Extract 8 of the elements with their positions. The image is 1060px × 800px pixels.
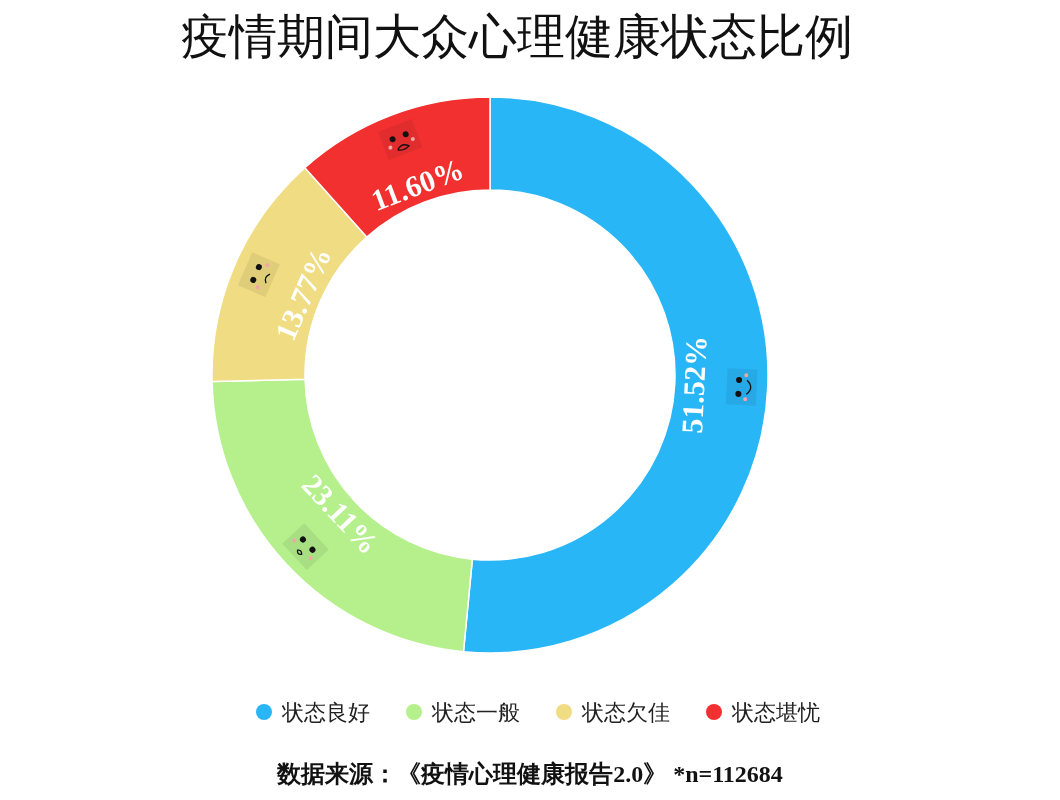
source-note: 数据来源：《疫情心理健康报告2.0》 *n=112684 xyxy=(276,761,783,787)
legend-label: 状态良好 xyxy=(281,699,370,725)
legend-label: 状态欠佳 xyxy=(581,699,670,725)
legend-label: 状态堪忧 xyxy=(731,699,820,725)
data-label: 11.60% xyxy=(366,151,468,217)
legend-label: 状态一般 xyxy=(431,699,520,725)
data-label: 51.52% xyxy=(674,335,713,435)
chart-title: 疫情期间大众心理健康状态比例 xyxy=(181,10,853,63)
